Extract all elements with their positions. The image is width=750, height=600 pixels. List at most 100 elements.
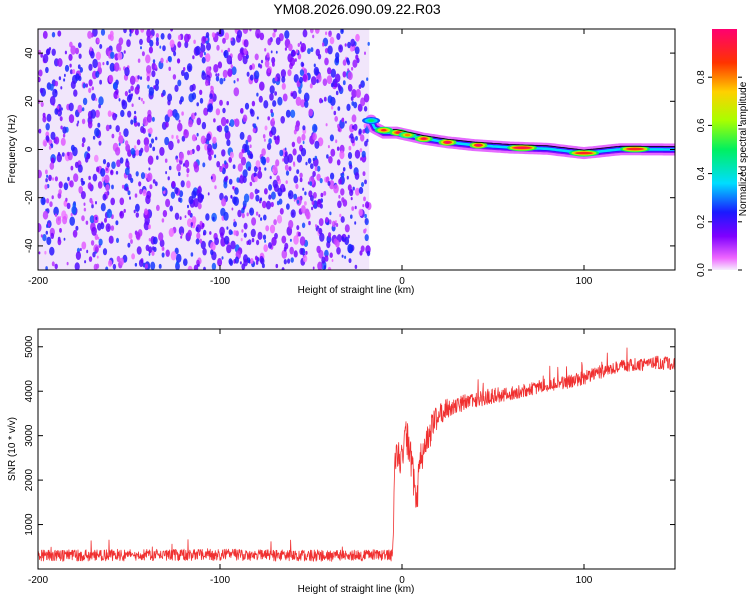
noise-speckle <box>341 117 345 123</box>
noise-speckle <box>341 197 345 203</box>
noise-speckle <box>237 163 243 172</box>
noise-speckle <box>179 216 182 221</box>
noise-speckle <box>264 60 270 68</box>
noise-speckle <box>40 53 43 58</box>
noise-speckle <box>330 68 336 78</box>
noise-speckle <box>347 152 353 159</box>
noise-speckle <box>81 180 85 186</box>
noise-speckle <box>99 79 102 85</box>
noise-speckle <box>311 200 315 205</box>
noise-speckle <box>108 74 114 83</box>
noise-speckle <box>51 158 54 163</box>
noise-speckle <box>127 110 132 118</box>
noise-speckle <box>70 165 74 171</box>
noise-speckle <box>123 128 129 138</box>
noise-speckle <box>354 205 357 210</box>
noise-speckle <box>95 201 97 205</box>
noise-speckle <box>352 186 355 191</box>
noise-speckle <box>184 41 189 49</box>
noise-speckle <box>308 108 314 117</box>
noise-speckle <box>273 135 277 141</box>
noise-speckle <box>98 96 104 106</box>
noise-speckle <box>255 160 261 168</box>
noise-speckle <box>97 181 103 189</box>
noise-speckle <box>208 154 212 161</box>
noise-speckle <box>111 184 114 190</box>
noise-speckle <box>300 99 306 108</box>
noise-speckle <box>271 57 276 64</box>
noise-speckle <box>130 177 134 184</box>
noise-speckle <box>161 252 165 258</box>
noise-speckle <box>296 199 300 204</box>
noise-speckle <box>213 64 219 73</box>
noise-speckle <box>87 182 92 190</box>
noise-speckle <box>128 232 133 240</box>
snr-series-line <box>38 347 675 562</box>
noise-speckle <box>348 258 352 263</box>
noise-speckle <box>119 211 123 217</box>
noise-speckle <box>153 246 157 252</box>
noise-speckle <box>293 193 298 200</box>
noise-speckle <box>207 103 214 113</box>
noise-speckle <box>180 96 184 103</box>
noise-speckle <box>178 119 181 123</box>
noise-speckle <box>230 194 233 199</box>
noise-speckle <box>138 96 141 100</box>
noise-speckle <box>58 76 62 81</box>
noise-speckle <box>170 191 176 199</box>
noise-speckle <box>38 169 42 179</box>
noise-speckle <box>321 256 326 264</box>
noise-speckle <box>154 181 158 187</box>
noise-speckle <box>134 86 140 95</box>
noise-speckle <box>281 235 287 244</box>
noise-speckle <box>312 132 317 141</box>
noise-speckle <box>322 42 325 47</box>
noise-speckle <box>244 102 250 110</box>
noise-speckle <box>364 218 369 226</box>
snr-background <box>38 329 675 569</box>
noise-speckle <box>191 112 196 120</box>
noise-speckle <box>241 229 244 233</box>
noise-speckle <box>299 172 303 179</box>
noise-speckle <box>341 172 345 178</box>
noise-speckle <box>293 250 298 258</box>
noise-speckle <box>263 138 266 142</box>
noise-speckle <box>80 247 82 252</box>
noise-speckle <box>112 263 117 270</box>
noise-speckle <box>284 151 288 157</box>
noise-speckle <box>45 178 48 183</box>
noise-speckle <box>54 136 60 145</box>
noise-speckle <box>42 30 48 39</box>
noise-speckle <box>298 231 301 237</box>
noise-speckle <box>216 44 220 51</box>
noise-speckle <box>77 64 81 69</box>
noise-speckle <box>316 173 321 181</box>
noise-speckle <box>118 131 122 136</box>
noise-speckle <box>159 146 165 156</box>
noise-speckle <box>98 238 103 246</box>
noise-speckle <box>156 204 160 211</box>
noise-speckle <box>145 244 150 251</box>
noise-speckle <box>215 73 218 77</box>
noise-speckle <box>252 127 256 133</box>
noise-speckle <box>116 159 121 168</box>
noise-speckle <box>176 158 179 163</box>
noise-speckle <box>215 75 220 82</box>
noise-speckle <box>219 165 223 173</box>
noise-speckle <box>92 135 96 140</box>
noise-speckle <box>42 234 47 242</box>
noise-speckle <box>149 184 153 190</box>
noise-speckle <box>186 167 190 174</box>
noise-speckle <box>250 228 256 238</box>
noise-speckle <box>249 144 252 148</box>
noise-speckle <box>119 197 125 206</box>
noise-speckle <box>165 171 168 175</box>
noise-speckle <box>81 142 85 148</box>
noise-speckle <box>175 253 182 263</box>
noise-speckle <box>255 211 259 216</box>
noise-speckle <box>170 251 177 261</box>
noise-speckle <box>300 147 307 157</box>
noise-speckle <box>264 125 268 131</box>
noise-speckle <box>95 109 100 118</box>
noise-speckle <box>237 52 243 62</box>
